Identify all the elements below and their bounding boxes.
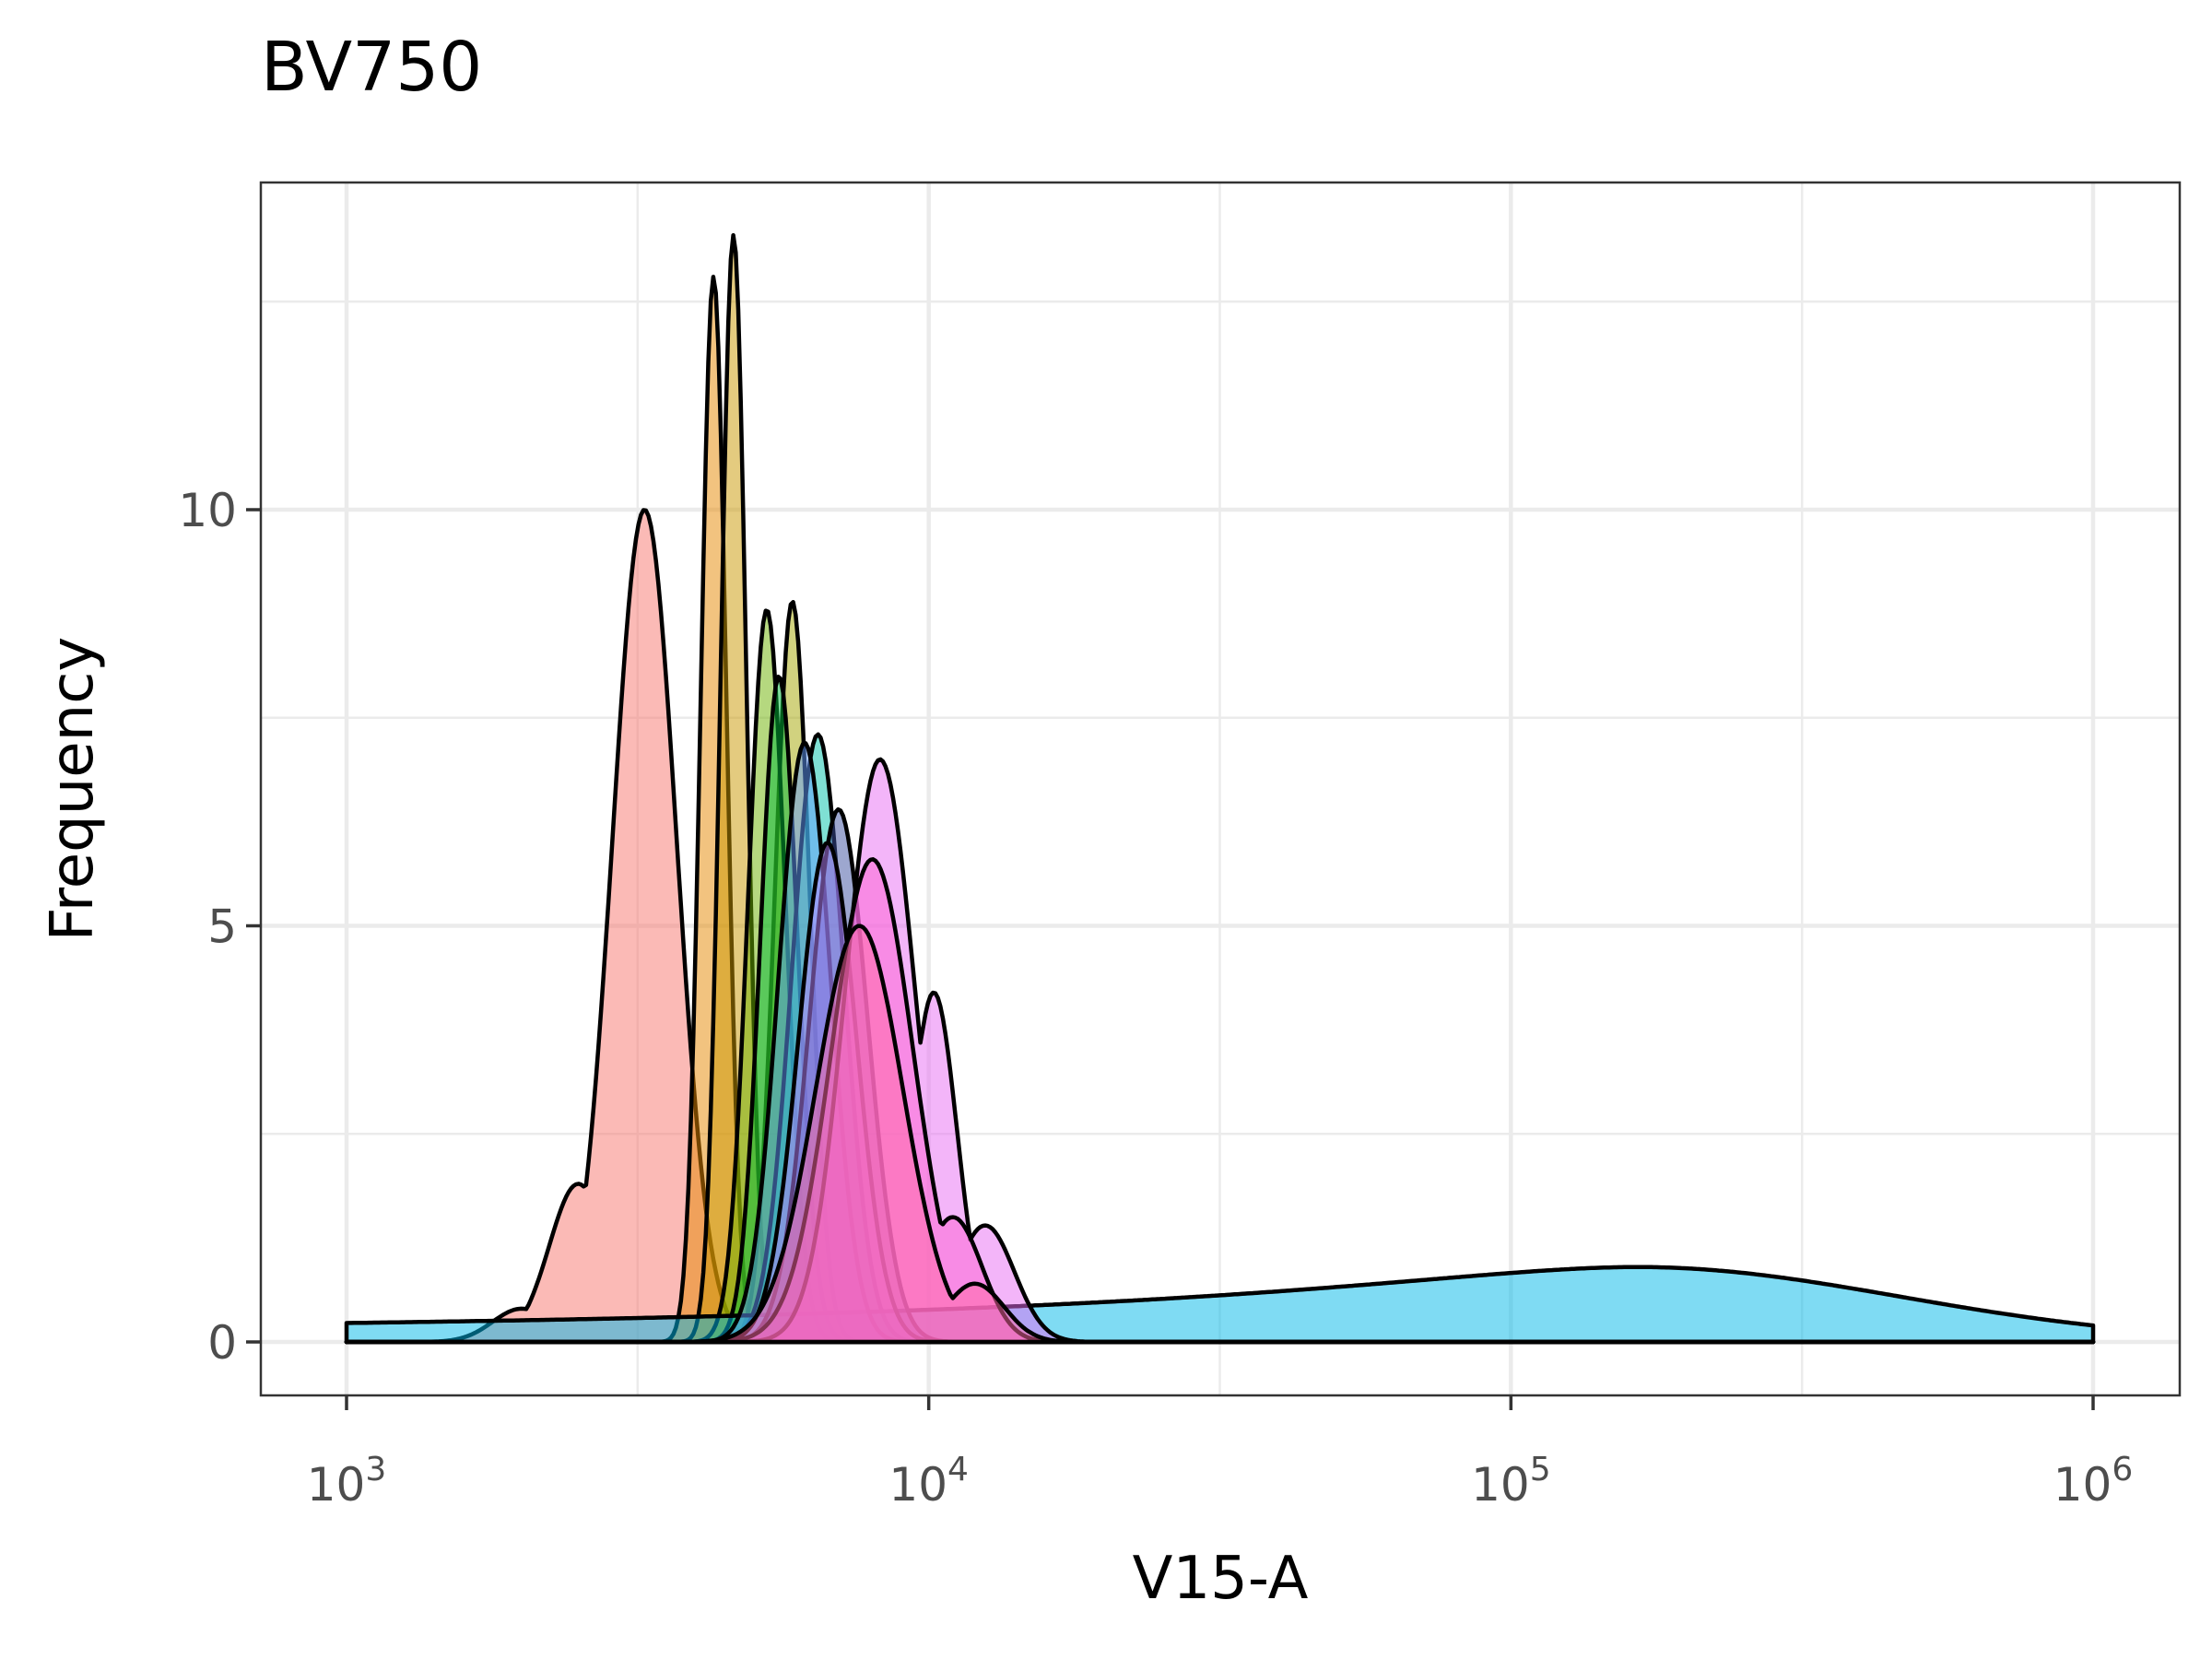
x-tick-label: 106 — [2053, 1451, 2134, 1512]
y-axis-title: Frequency — [39, 637, 107, 942]
y-tick-label: 5 — [207, 900, 237, 954]
chart-title: BV750 — [261, 28, 483, 107]
density-series-14 — [344, 924, 2096, 1345]
plot-panel-border — [259, 181, 2182, 1397]
x-tick-label: 104 — [888, 1451, 969, 1512]
density-curves — [344, 232, 2096, 1345]
axes: 0 5 10 103 104 105 106 — [178, 484, 2133, 1512]
x-axis-title: V15-A — [1133, 1545, 1309, 1613]
y-tick-label: 10 — [178, 484, 237, 537]
x-tick-label: 105 — [1471, 1451, 1551, 1512]
y-tick-label: 0 — [207, 1316, 237, 1370]
x-tick-label: 103 — [307, 1451, 387, 1512]
